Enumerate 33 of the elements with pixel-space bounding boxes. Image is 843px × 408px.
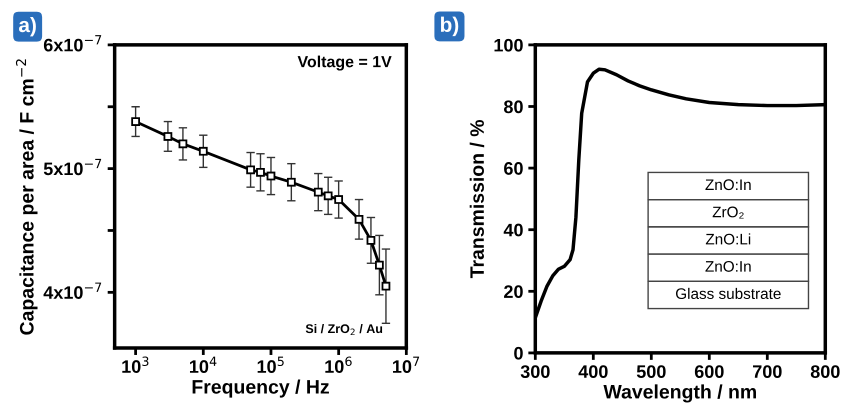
y-tick-label: 4x10$^{−7}$ xyxy=(44,282,102,299)
x-axis-title: Frequency / Hz xyxy=(192,379,329,398)
y-tick-label: 80 xyxy=(504,100,523,114)
x-tick-label: 300 xyxy=(520,365,550,378)
x-tick-label: 10$^{6}$ xyxy=(325,356,352,373)
annotation: Voltage = 1V xyxy=(298,56,392,71)
y-tick-label: 5x10$^{−7}$ xyxy=(44,158,102,176)
y-tick-label: 100 xyxy=(494,38,523,52)
x-tick-label: 700 xyxy=(753,365,782,378)
text: b) xyxy=(440,16,458,36)
y-axis-title: Transmission / % xyxy=(470,120,484,278)
annotation: ZnO:Li xyxy=(706,233,750,245)
y-tick-label: 0 xyxy=(514,346,523,360)
annotation: Glass substrate xyxy=(676,288,781,300)
y-tick-label: 20 xyxy=(504,285,523,298)
x-tick-label: 500 xyxy=(636,365,666,378)
x-tick-label: 400 xyxy=(578,365,608,378)
annotation: Si / ZrO$_{2}$ / Au xyxy=(306,324,382,336)
x-tick-label: 800 xyxy=(810,365,840,378)
x-axis-title: Wavelength / nm xyxy=(603,384,756,403)
y-tick-label: 6x10$^{−7}$ xyxy=(44,35,102,52)
x-tick-label: 10$^{7}$ xyxy=(393,356,420,373)
y-tick-label: 60 xyxy=(504,162,523,175)
annotation: ZnO:In xyxy=(705,261,751,272)
text: a) xyxy=(19,16,36,36)
annotation: ZrO₂ xyxy=(712,206,744,219)
x-tick-label: 10$^{3}$ xyxy=(122,356,148,373)
x-tick-label: 10$^{4}$ xyxy=(190,356,216,373)
y-tick-label: 40 xyxy=(504,224,523,236)
x-tick-label: 10$^{5}$ xyxy=(258,356,284,373)
x-tick-label: 600 xyxy=(694,365,724,378)
annotation: ZnO:In xyxy=(705,179,751,190)
y-axis-title: Capacitance per area / F cm$^{−2}$ xyxy=(16,59,38,335)
